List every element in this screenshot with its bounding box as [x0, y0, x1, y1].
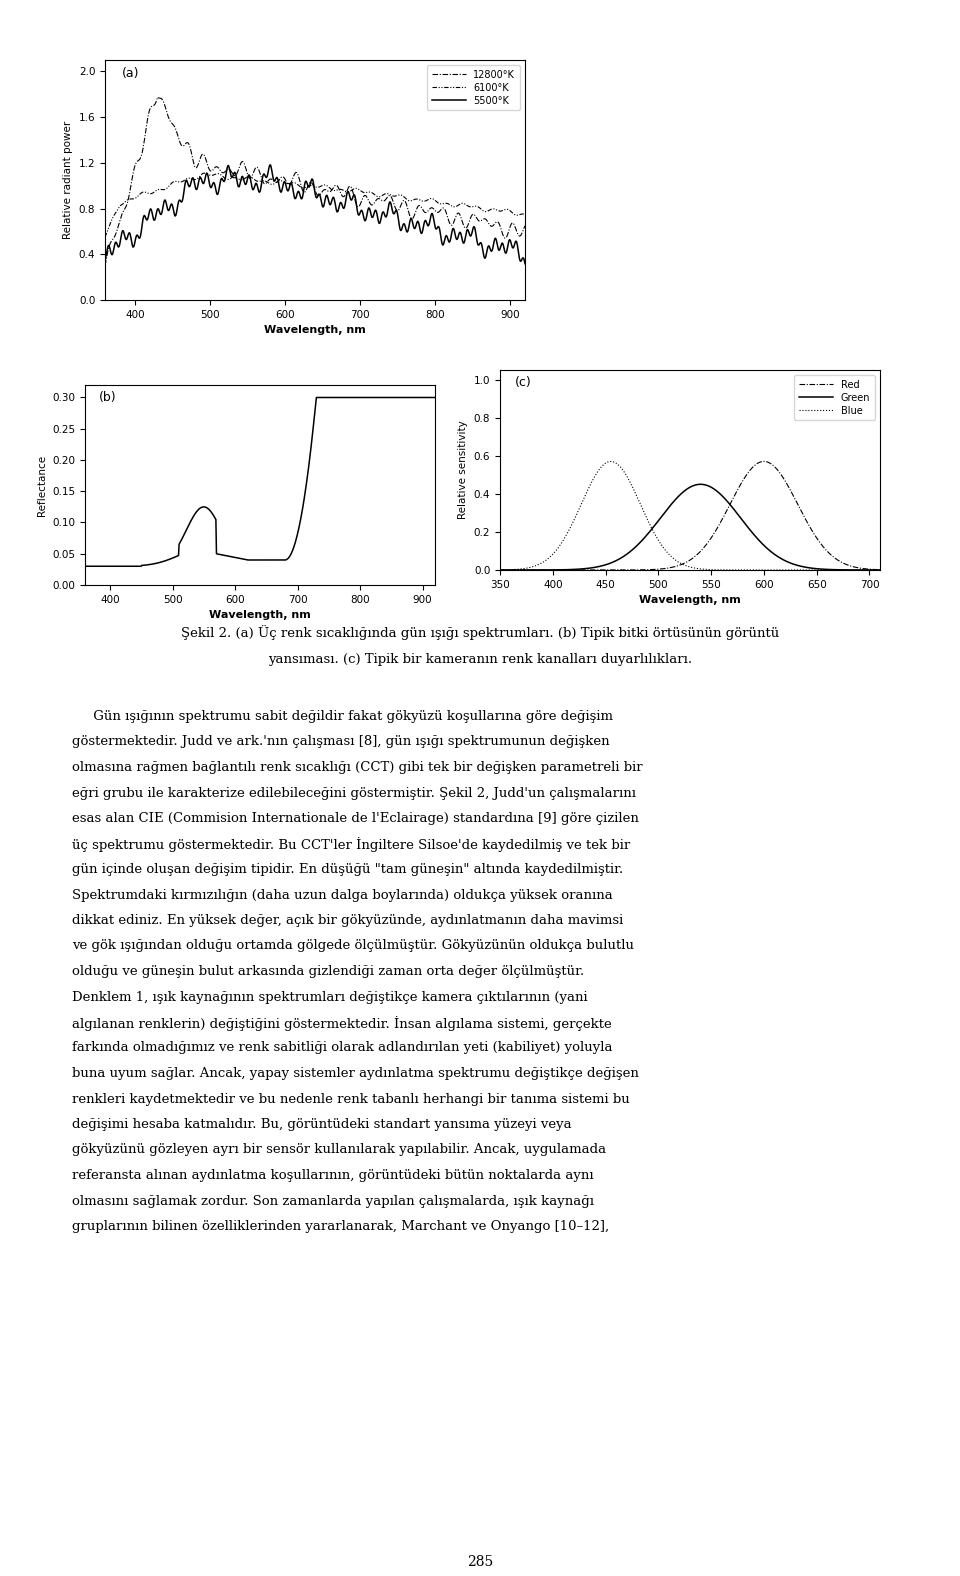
- X-axis label: Wavelength, nm: Wavelength, nm: [264, 325, 366, 336]
- Text: Şekil 2. (a) Üç renk sıcaklığında gün ışığı spektrumları. (b) Tipik bitki örtüsü: Şekil 2. (a) Üç renk sıcaklığında gün ış…: [180, 626, 780, 640]
- Text: olmasını sağlamak zordur. Son zamanlarda yapılan çalışmalarda, ışık kaynağı: olmasını sağlamak zordur. Son zamanlarda…: [72, 1195, 594, 1207]
- Text: göstermektedir. Judd ve ark.'nın çalışması [8], gün ışığı spektrumunun değişken: göstermektedir. Judd ve ark.'nın çalışma…: [72, 736, 610, 749]
- Text: eğri grubu ile karakterize edilebileceğini göstermiştir. Şekil 2, Judd'un çalışm: eğri grubu ile karakterize edilebileceği…: [72, 786, 636, 799]
- Legend: Red, Green, Blue: Red, Green, Blue: [794, 375, 876, 421]
- Text: buna uyum sağlar. Ancak, yapay sistemler aydınlatma spektrumu değiştikçe değişen: buna uyum sağlar. Ancak, yapay sistemler…: [72, 1067, 638, 1080]
- X-axis label: Wavelength, nm: Wavelength, nm: [639, 596, 741, 605]
- Text: referansta alınan aydınlatma koşullarının, görüntüdeki bütün noktalarda aynı: referansta alınan aydınlatma koşullarını…: [72, 1169, 593, 1182]
- Text: Denklem 1, ışık kaynağının spektrumları değiştikçe kamera çıktılarının (yani: Denklem 1, ışık kaynağının spektrumları …: [72, 990, 588, 1004]
- Text: üç spektrumu göstermektedir. Bu CCT'ler İngiltere Silsoe'de kaydedilmiş ve tek b: üç spektrumu göstermektedir. Bu CCT'ler …: [72, 837, 631, 853]
- Text: algılanan renklerin) değiştiğini göstermektedir. İnsan algılama sistemi, gerçekt: algılanan renklerin) değiştiğini gösterm…: [72, 1017, 612, 1031]
- Text: yansıması. (c) Tipik bir kameranın renk kanalları duyarlılıkları.: yansıması. (c) Tipik bir kameranın renk …: [268, 652, 692, 667]
- Legend: 12800°K, 6100°K, 5500°K: 12800°K, 6100°K, 5500°K: [427, 65, 520, 110]
- Text: gün içinde oluşan değişim tipidir. En düşüğü "tam güneşin" altında kaydedilmişti: gün içinde oluşan değişim tipidir. En dü…: [72, 864, 623, 876]
- Y-axis label: Reflectance: Reflectance: [36, 454, 47, 515]
- Text: (a): (a): [122, 68, 139, 80]
- Text: renkleri kaydetmektedir ve bu nedenle renk tabanlı herhangi bir tanıma sistemi b: renkleri kaydetmektedir ve bu nedenle re…: [72, 1092, 630, 1105]
- Text: ve gök ışığından olduğu ortamda gölgede ölçülmüştür. Gökyüzünün oldukça bulutlu: ve gök ışığından olduğu ortamda gölgede …: [72, 939, 634, 952]
- Text: 285: 285: [467, 1556, 493, 1570]
- Text: olmasına rağmen bağlantılı renk sıcaklığı (CCT) gibi tek bir değişken parametrel: olmasına rağmen bağlantılı renk sıcaklığ…: [72, 761, 642, 774]
- Text: Spektrumdaki kırmızılığın (daha uzun dalga boylarında) oldukça yüksek oranına: Spektrumdaki kırmızılığın (daha uzun dal…: [72, 889, 612, 901]
- Text: (c): (c): [516, 377, 532, 389]
- Text: gökyüzünü gözleyen ayrı bir sensör kullanılarak yapılabilir. Ancak, uygulamada: gökyüzünü gözleyen ayrı bir sensör kulla…: [72, 1144, 606, 1157]
- Text: (b): (b): [99, 391, 116, 403]
- Text: değişimi hesaba katmalıdır. Bu, görüntüdeki standart yansıma yüzeyi veya: değişimi hesaba katmalıdır. Bu, görüntüd…: [72, 1117, 571, 1132]
- Text: Gün ışığının spektrumu sabit değildir fakat gökyüzü koşullarına göre değişim: Gün ışığının spektrumu sabit değildir fa…: [72, 711, 613, 723]
- Y-axis label: Relative radiant power: Relative radiant power: [63, 121, 73, 240]
- Text: esas alan CIE (Commision Internationale de l'Eclairage) standardına [9] göre çiz: esas alan CIE (Commision Internationale …: [72, 812, 638, 824]
- Y-axis label: Relative sensitivity: Relative sensitivity: [458, 421, 468, 520]
- X-axis label: Wavelength, nm: Wavelength, nm: [209, 610, 311, 621]
- Text: gruplarının bilinen özelliklerinden yararlanarak, Marchant ve Onyango [10–12],: gruplarının bilinen özelliklerinden yara…: [72, 1220, 610, 1232]
- Text: dikkat ediniz. En yüksek değer, açık bir gökyüzünde, aydınlatmanın daha mavimsi: dikkat ediniz. En yüksek değer, açık bir…: [72, 914, 623, 927]
- Text: farkında olmadığımız ve renk sabitliği olarak adlandırılan yeti (kabiliyet) yolu: farkında olmadığımız ve renk sabitliği o…: [72, 1042, 612, 1054]
- Text: olduğu ve güneşin bulut arkasında gizlendiği zaman orta değer ölçülmüştür.: olduğu ve güneşin bulut arkasında gizlen…: [72, 965, 585, 979]
